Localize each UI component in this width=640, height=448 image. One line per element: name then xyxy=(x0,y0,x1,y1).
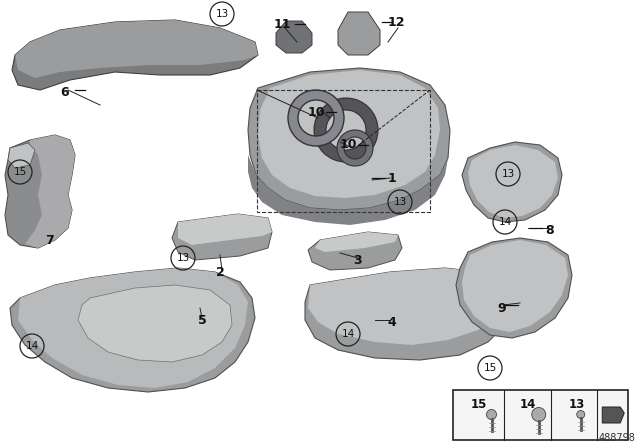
Text: 5: 5 xyxy=(198,314,206,327)
Bar xyxy=(257,90,430,212)
Text: 13: 13 xyxy=(568,399,585,412)
Text: 8: 8 xyxy=(546,224,554,237)
Text: 1: 1 xyxy=(388,172,396,185)
Text: 2: 2 xyxy=(216,266,225,279)
Polygon shape xyxy=(338,12,380,55)
Polygon shape xyxy=(178,214,272,245)
Polygon shape xyxy=(308,232,402,270)
Text: 4: 4 xyxy=(388,315,396,328)
Polygon shape xyxy=(305,268,508,360)
Polygon shape xyxy=(172,214,272,260)
Polygon shape xyxy=(308,268,502,345)
Circle shape xyxy=(532,408,546,422)
Polygon shape xyxy=(25,135,75,248)
Polygon shape xyxy=(12,20,258,90)
Polygon shape xyxy=(462,240,568,332)
Text: 12: 12 xyxy=(387,16,404,29)
Polygon shape xyxy=(15,20,258,78)
Text: 13: 13 xyxy=(394,197,406,207)
Text: 6: 6 xyxy=(61,86,69,99)
Text: 14: 14 xyxy=(26,341,38,351)
Circle shape xyxy=(577,410,585,418)
Text: 9: 9 xyxy=(498,302,506,314)
Polygon shape xyxy=(18,268,248,388)
Polygon shape xyxy=(468,145,558,218)
Text: 15: 15 xyxy=(483,363,497,373)
Text: 10: 10 xyxy=(307,105,324,119)
Text: 14: 14 xyxy=(341,329,355,339)
Text: 11: 11 xyxy=(273,17,291,30)
Text: 15: 15 xyxy=(470,399,487,412)
Text: 15: 15 xyxy=(13,167,27,177)
Polygon shape xyxy=(10,268,255,392)
Polygon shape xyxy=(456,238,572,338)
Polygon shape xyxy=(248,155,448,225)
Bar xyxy=(453,390,628,440)
Text: 13: 13 xyxy=(177,253,189,263)
Polygon shape xyxy=(8,143,35,168)
Polygon shape xyxy=(5,135,75,248)
Circle shape xyxy=(486,409,497,419)
Text: 13: 13 xyxy=(501,169,515,179)
Text: 3: 3 xyxy=(354,254,362,267)
Polygon shape xyxy=(248,68,450,210)
Polygon shape xyxy=(602,407,624,423)
Text: 13: 13 xyxy=(216,9,228,19)
Polygon shape xyxy=(462,142,562,222)
Text: 10: 10 xyxy=(339,138,356,151)
Text: 14: 14 xyxy=(499,217,511,227)
Text: 488798: 488798 xyxy=(598,433,635,443)
Polygon shape xyxy=(258,70,440,198)
Text: 7: 7 xyxy=(45,233,54,246)
Polygon shape xyxy=(315,232,398,252)
Polygon shape xyxy=(78,285,232,362)
Text: 14: 14 xyxy=(520,399,536,412)
Polygon shape xyxy=(276,21,312,53)
